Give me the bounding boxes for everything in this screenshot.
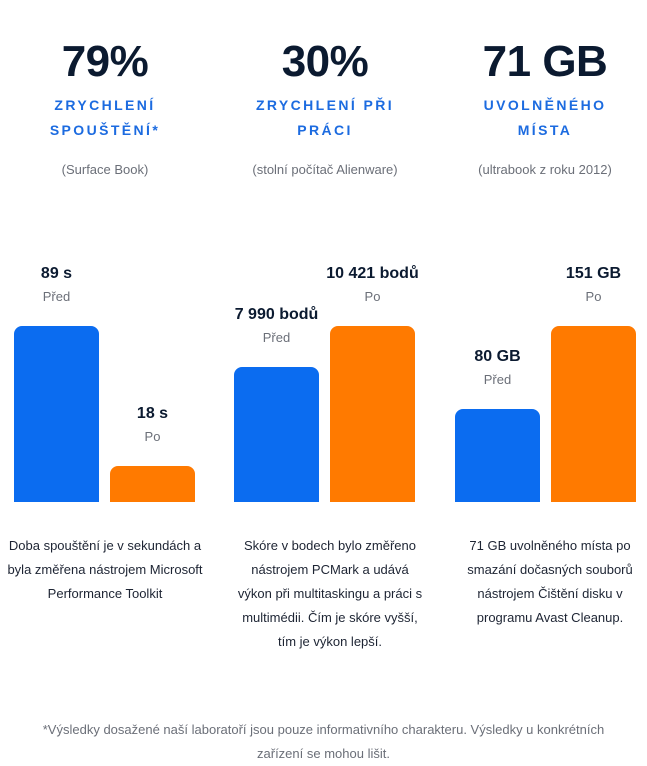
stat-caption: UVOLNĚNÉHO MÍSTA [483,97,607,138]
stat-big-number: 79% [61,37,149,86]
stat-description: Doba spouštění je v sekundách a byla změ… [7,538,203,601]
bar-after [551,326,636,502]
stat-big-number: 71 GB [482,37,608,86]
footnote: *Výsledky dosažené naší laboratoří jsou … [42,722,605,761]
after-label: Po [585,289,602,304]
before-label: Před [262,330,291,345]
bar-chart: 7 990 bodů Před 10 421 bodů Po [220,240,440,502]
bar-chart: 89 s Před 18 s Po [0,240,220,502]
stat-device: (Surface Book) [61,162,149,177]
after-label: Po [364,289,381,304]
after-value: 10 421 bodů [326,265,419,282]
stat-device: (ultrabook z roku 2012) [478,162,612,177]
after-value: 151 GB [565,265,622,282]
stat-description: Skóre v bodech bylo změřeno nástrojem PC… [237,538,423,649]
before-label: Před [483,372,512,387]
after-label: Po [144,429,161,444]
stat-description: 71 GB uvolněného místa po smazání dočasn… [467,538,633,625]
bar-before [455,409,540,502]
bar-chart: 80 GB Před 151 GB Po [440,240,647,502]
before-value: 7 990 bodů [234,306,319,323]
before-value: 89 s [40,265,73,282]
stat-device: (stolní počítač Alienware) [252,162,398,177]
after-value: 18 s [136,405,169,422]
stat-caption: ZRYCHLENÍ SPOUŠTĚNÍ* [49,97,161,138]
stat-big-number: 30% [281,37,369,86]
bar-before [234,367,319,502]
bar-after [330,326,415,502]
stat-caption: ZRYCHLENÍ PŘI PRÁCI [255,97,395,138]
bar-before [14,326,99,502]
before-value: 80 GB [474,348,521,365]
bar-after [110,466,195,502]
before-label: Před [42,289,71,304]
